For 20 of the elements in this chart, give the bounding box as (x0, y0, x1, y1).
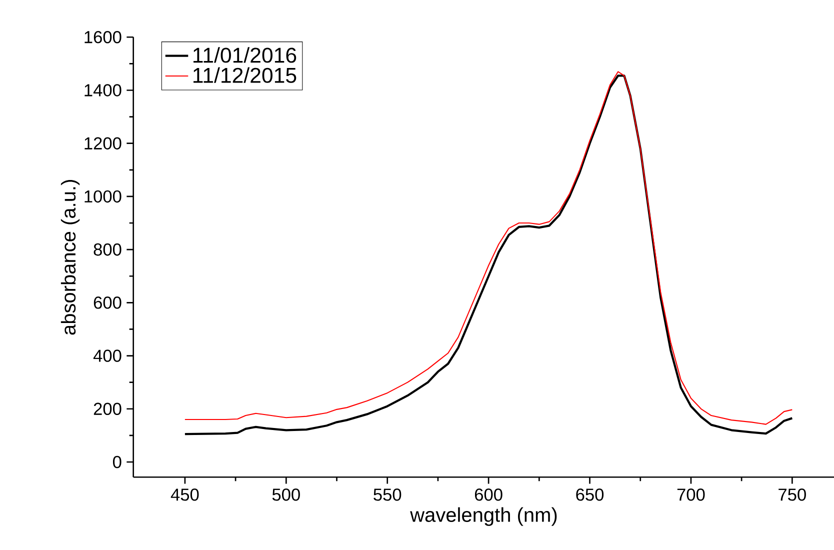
y-tick-label: 1400 (84, 84, 122, 96)
x-tick-label: 750 (778, 488, 806, 501)
y-tick-label: 1000 (84, 190, 122, 203)
x-tick-label: 450 (170, 488, 199, 501)
y-tick-label: 600 (94, 296, 122, 309)
y-tick-label: 200 (94, 402, 122, 416)
legend-label: 11/01/2016 (194, 47, 296, 63)
x-tick-label: 650 (576, 488, 604, 501)
y-tick-label: 400 (93, 350, 122, 362)
x-axis-title: wavelength (nm) (410, 507, 557, 526)
x-tick-label: 700 (677, 488, 705, 501)
y-tick-label: 0 (112, 456, 122, 468)
legend-label: 11/12/2015 (194, 67, 296, 83)
x-tick-label: 600 (474, 488, 502, 501)
y-tick-label: 1600 (84, 30, 122, 44)
y-tick-label: 800 (94, 243, 122, 256)
x-tick-label: 500 (272, 488, 300, 501)
y-axis-title: absorbance (a.u.) (60, 180, 80, 335)
y-tick-label: 1200 (84, 137, 122, 150)
x-tick-label: 550 (374, 488, 402, 501)
